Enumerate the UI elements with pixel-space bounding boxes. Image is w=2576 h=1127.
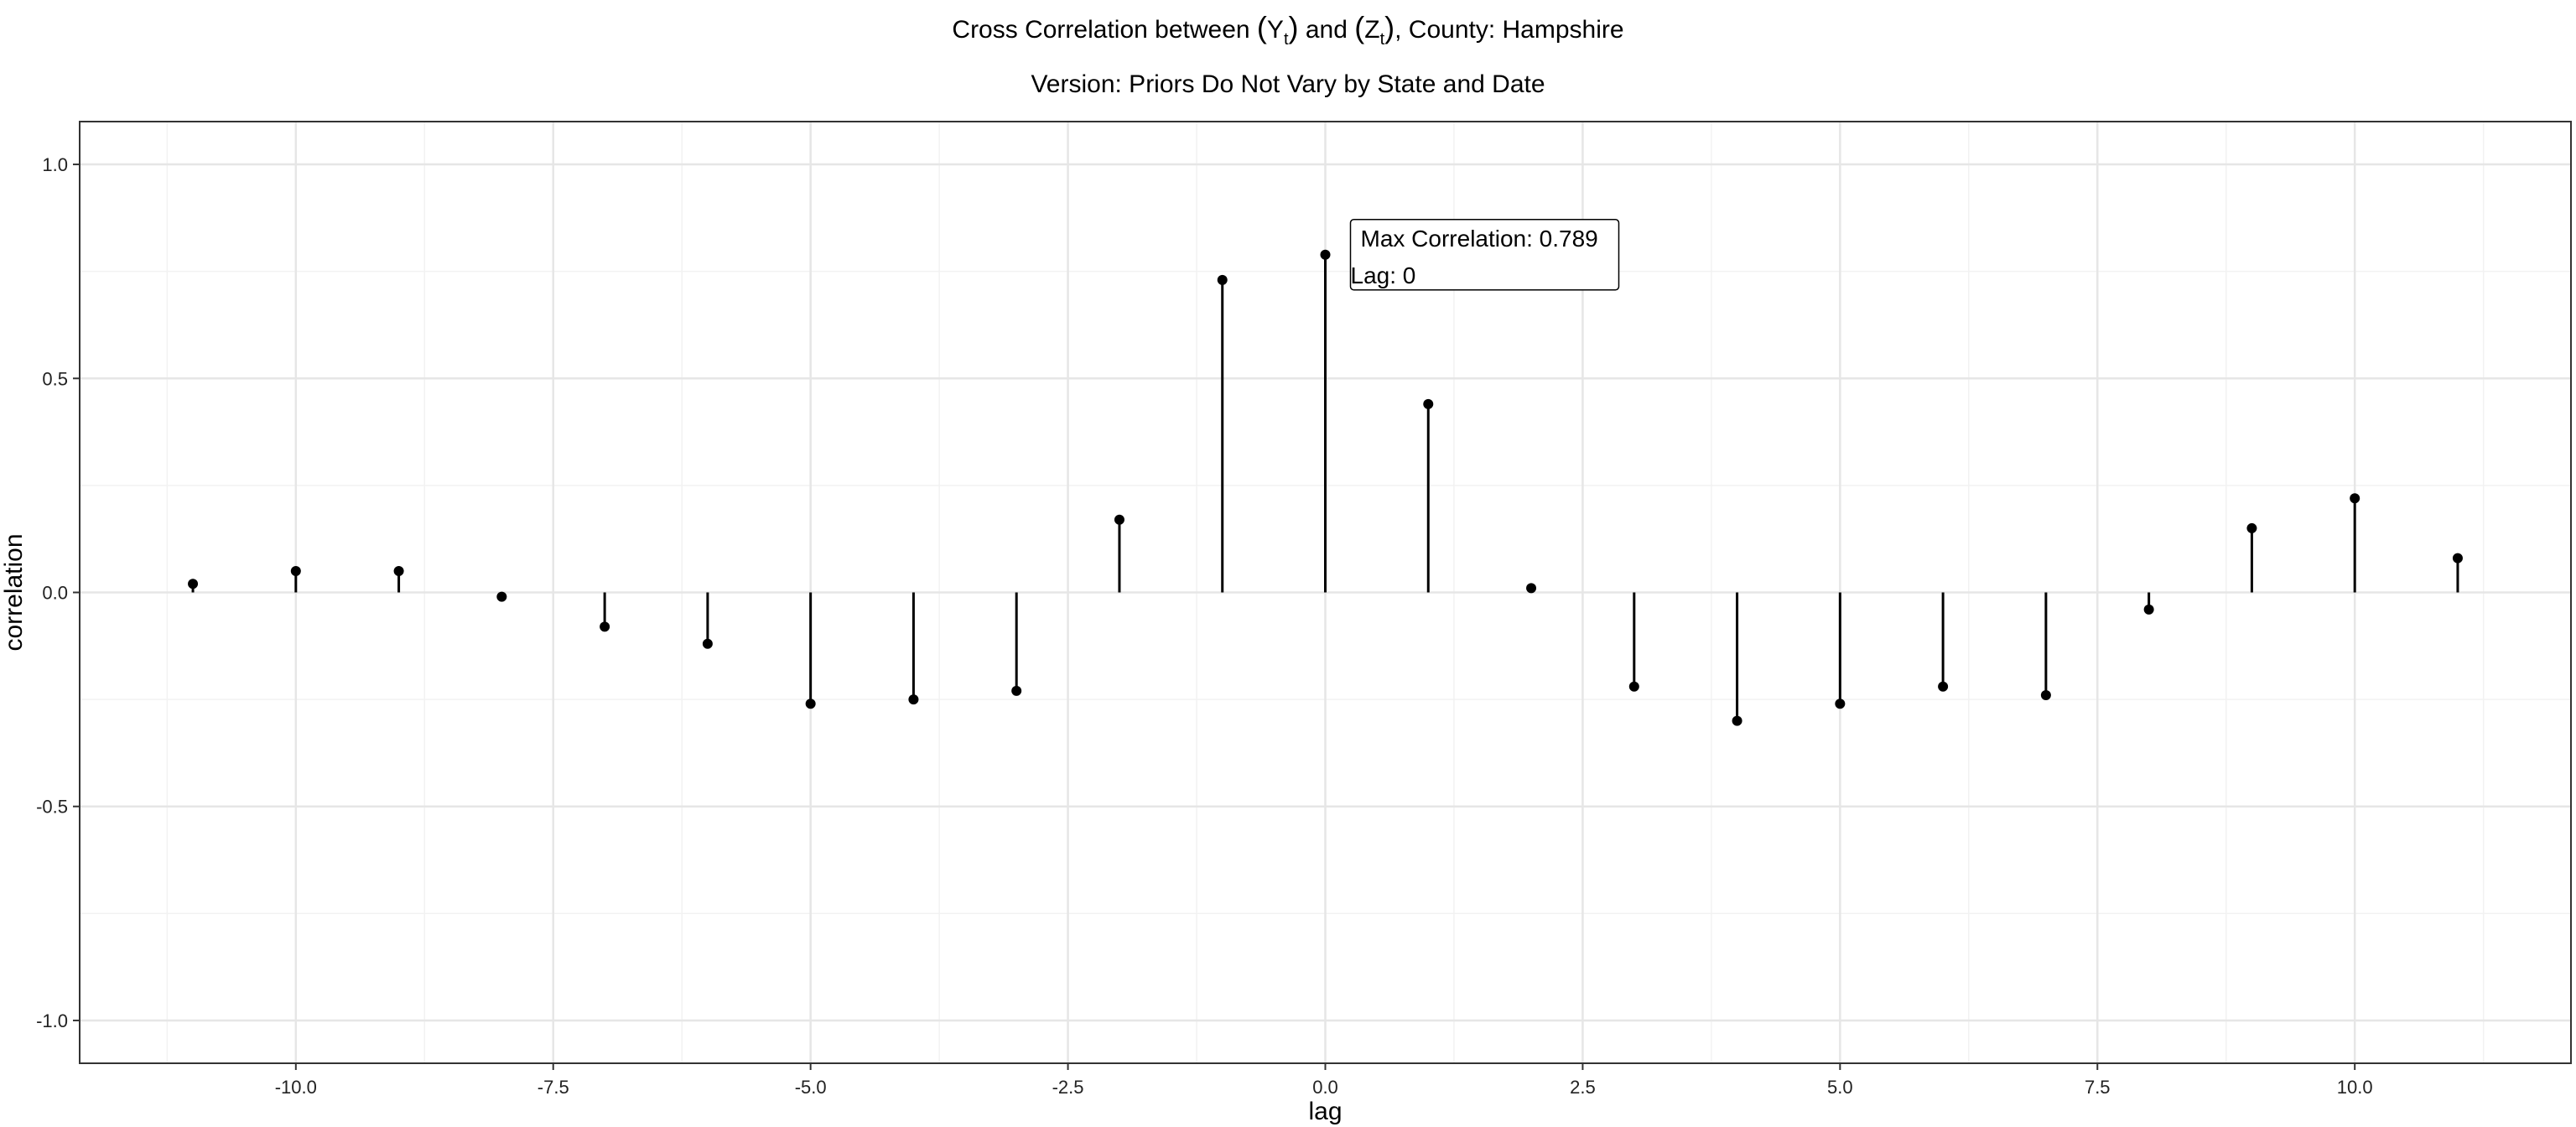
data-point bbox=[2040, 690, 2051, 701]
x-tick-label: -2.5 bbox=[1052, 1077, 1084, 1098]
data-point bbox=[496, 591, 507, 602]
y-tick-label: 1.0 bbox=[42, 154, 68, 175]
y-tick-label: -1.0 bbox=[36, 1010, 68, 1031]
y-tick-label: 0.5 bbox=[42, 368, 68, 389]
x-tick-label: 10.0 bbox=[2337, 1077, 2373, 1098]
title-text-middle: and bbox=[1298, 16, 1355, 44]
data-point bbox=[805, 699, 816, 709]
y-tick-label: -0.5 bbox=[36, 797, 68, 818]
title-text-after: , County: Hampshire bbox=[1394, 16, 1624, 44]
annotation-line-2: Lag: 0 bbox=[1351, 262, 1416, 288]
x-tick-label: 7.5 bbox=[2085, 1077, 2111, 1098]
data-point bbox=[393, 565, 404, 576]
chart-subtitle: Version: Priors Do Not Vary by State and… bbox=[1031, 70, 1545, 98]
x-tick-label: 0.0 bbox=[1312, 1077, 1338, 1098]
data-point bbox=[600, 621, 610, 632]
data-point bbox=[290, 565, 301, 576]
data-point bbox=[1938, 681, 1949, 692]
data-point bbox=[2246, 522, 2257, 533]
data-point bbox=[2350, 493, 2360, 504]
data-point bbox=[1732, 715, 1742, 726]
data-point bbox=[1628, 681, 1639, 692]
x-axis-ticks: -10.0 -7.5 -5.0 -2.5 0.0 2.5 5.0 7.5 10.0 bbox=[275, 1063, 2373, 1098]
stem-lines bbox=[191, 254, 2459, 721]
data-point bbox=[1835, 699, 1846, 709]
annotation-line-1: Max Correlation: 0.789 bbox=[1361, 226, 1598, 252]
x-tick-label: -10.0 bbox=[275, 1077, 317, 1098]
title-y-symbol: Y bbox=[1266, 16, 1284, 44]
data-point bbox=[1011, 685, 1022, 696]
x-axis-title: lag bbox=[1308, 1098, 1342, 1125]
chart-title: Cross Correlation between (Yt) and (Zt),… bbox=[952, 10, 1624, 49]
annotation-box bbox=[1349, 219, 1620, 291]
title-z-symbol: Z bbox=[1364, 16, 1380, 44]
data-point bbox=[1217, 274, 1228, 285]
data-point bbox=[1526, 583, 1537, 594]
y-axis-title: correlation bbox=[0, 533, 28, 651]
title-y-subscript: t bbox=[1283, 30, 1289, 49]
x-tick-label: 2.5 bbox=[1570, 1077, 1596, 1098]
data-point bbox=[702, 638, 713, 649]
data-point bbox=[1423, 398, 1434, 409]
y-axis-ticks: -1.0 -0.5 0.0 0.5 1.0 bbox=[36, 154, 80, 1031]
x-tick-label: 5.0 bbox=[1827, 1077, 1853, 1098]
max-correlation-annotation: Max Correlation: 0.789 Lag: 0 bbox=[1349, 219, 1620, 291]
data-point bbox=[2143, 604, 2154, 615]
title-text-before: Cross Correlation between bbox=[952, 16, 1257, 44]
data-point bbox=[1320, 249, 1331, 260]
data-point bbox=[1114, 514, 1124, 525]
title-z-subscript: t bbox=[1379, 30, 1385, 49]
x-tick-label: -7.5 bbox=[538, 1077, 569, 1098]
data-point bbox=[188, 579, 199, 589]
data-points bbox=[188, 249, 2463, 726]
data-point bbox=[908, 694, 919, 705]
y-tick-label: 0.0 bbox=[42, 583, 68, 604]
data-point bbox=[2452, 553, 2463, 564]
x-tick-label: -5.0 bbox=[795, 1077, 827, 1098]
